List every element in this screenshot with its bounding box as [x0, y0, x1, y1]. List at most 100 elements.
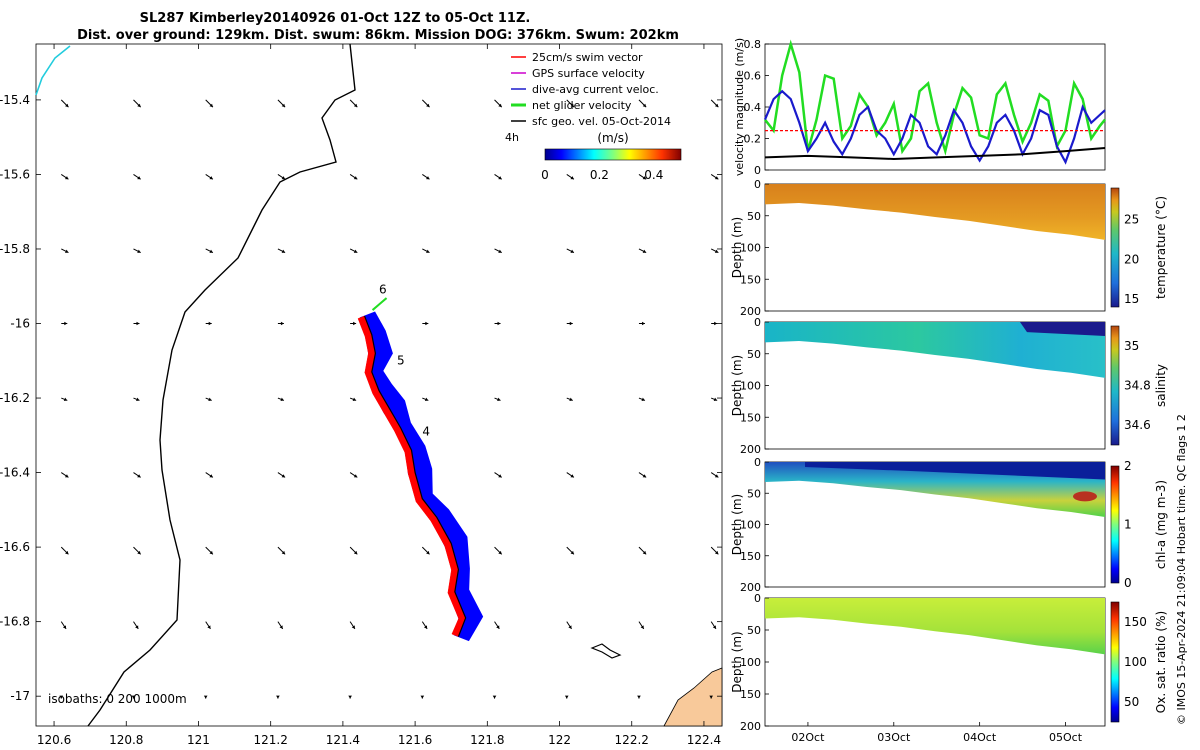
geo-vector-head — [640, 625, 644, 629]
map-x-tick-label: 121.8 — [470, 733, 504, 747]
isobath-label: isobaths: 0 200 1000m — [48, 692, 187, 706]
geo-vector-head — [135, 625, 139, 629]
geo-vector-head — [498, 474, 502, 478]
map-x-tick-label: 121.6 — [398, 733, 432, 747]
geo-vector-head — [209, 176, 213, 180]
island-path — [590, 643, 622, 659]
geo-vector-head — [65, 550, 69, 555]
section-data-area — [765, 598, 1105, 655]
map-y-tick-label: -16 — [10, 317, 30, 331]
geo-vector-head — [496, 625, 500, 629]
geo-vector-head — [353, 176, 358, 180]
velocity-y-tick-label: 0.4 — [744, 101, 762, 114]
day-labels: 6 5 4 — [379, 283, 430, 439]
map-colorbar-bar — [544, 148, 682, 161]
section-y-tick-label: 0 — [754, 592, 761, 605]
geo-vector-head — [641, 397, 645, 402]
velocity-series-line — [764, 146, 1106, 160]
geo-vector-head — [714, 103, 719, 108]
section-x-tick-label: 05Oct — [1049, 731, 1083, 744]
section-colorbar-label: Ox. sat. ratio (%) — [1154, 611, 1168, 713]
section-colorbar-tick-label: 100 — [1124, 655, 1147, 669]
geo-vector-head — [425, 321, 429, 326]
section-colorbar-tick-label: 1 — [1124, 518, 1132, 532]
section-y-tick-label: 0 — [754, 316, 761, 329]
land-areas — [663, 667, 723, 727]
geo-vector-head — [65, 103, 69, 108]
section-y-tick-label: 200 — [740, 581, 761, 594]
geo-vector-head — [497, 321, 501, 326]
chart-title-line1: SL287 Kimberley20140926 01-Oct 12Z to 05… — [140, 11, 531, 26]
geo-vector-head — [426, 550, 430, 555]
section-low-chl-layer — [805, 462, 1105, 480]
section-colorbar — [1110, 465, 1120, 584]
geo-vector-head — [137, 474, 141, 478]
section-y-tick-label: 150 — [740, 273, 761, 286]
geo-vector-head — [568, 625, 572, 629]
coastline-path — [87, 43, 356, 727]
section-colorbar-tick-label: 35 — [1124, 339, 1139, 353]
geo-vector-head — [209, 474, 213, 478]
section-data-area — [765, 322, 1105, 378]
geo-vector-head — [569, 321, 573, 326]
geo-vector-head — [492, 695, 497, 699]
coastline-cyan-path — [35, 45, 71, 96]
map-x-tick-label: 120.8 — [109, 733, 143, 747]
section-y-label: Depth (m) — [730, 355, 744, 416]
geo-vector-head — [423, 625, 428, 629]
glider-track — [357, 297, 484, 642]
geo-vector-head — [137, 550, 141, 555]
section-colorbar-tick-label: 150 — [1124, 615, 1147, 629]
map-colorbar-tick-label: 0.2 — [590, 168, 609, 182]
section-colorbar — [1110, 187, 1120, 308]
map-y-tick-label: -16.6 — [0, 540, 30, 554]
velocity-y-tick-label: 0.2 — [744, 133, 762, 146]
geo-vector-head — [280, 397, 284, 402]
geo-vector-head — [281, 249, 286, 253]
legend-label: 25cm/s swim vector — [532, 51, 643, 64]
coastline — [35, 43, 622, 727]
geo-vector-head — [570, 550, 574, 555]
geo-vector-head — [137, 249, 141, 253]
map-colorbar-label: (m/s) — [597, 131, 628, 145]
velocity-series-line — [763, 89, 1106, 165]
section-colorbar-label: chl-a (mg m-3) — [1154, 480, 1168, 569]
geo-vector-head — [64, 176, 69, 180]
section-y-tick-label: 100 — [740, 519, 761, 532]
day-label: 6 — [379, 283, 387, 297]
section-colorbar-tick-label: 0 — [1124, 576, 1132, 590]
section-y-label: Depth (m) — [730, 494, 744, 555]
section-y-tick-label: 150 — [740, 688, 761, 701]
geo-vector-head — [714, 249, 719, 253]
legend-label: sfc geo. vel. 05-Oct-2014 — [532, 115, 671, 128]
geo-vector-head — [137, 103, 141, 108]
geo-vector-head — [64, 249, 69, 253]
section-y-tick-label: 50 — [747, 210, 761, 223]
geo-vector-head — [64, 474, 69, 478]
section-colorbar-tick-label: 15 — [1124, 292, 1139, 306]
map-y-tick-label: -16.2 — [0, 391, 30, 405]
velocity-y-tick-label: 0.8 — [744, 38, 762, 51]
map-x-tick-label: 122 — [548, 733, 571, 747]
geo-vector-head — [207, 625, 211, 629]
section-colorbar-label: salinity — [1154, 364, 1168, 407]
geo-vector-head — [641, 321, 645, 326]
geo-vector-head — [713, 397, 718, 402]
map-y-tick-label: -17 — [10, 689, 30, 703]
section-fresh-layer — [1020, 322, 1105, 336]
geo-vector-head — [136, 397, 140, 402]
geo-vector-head — [714, 474, 719, 478]
section-y-tick-label: 200 — [740, 305, 761, 318]
legend-label: GPS surface velocity — [532, 67, 645, 80]
geo-vector-head — [353, 474, 358, 478]
geo-vector-head — [498, 176, 502, 180]
geo-vector-head — [570, 103, 574, 108]
geo-vector-head — [570, 249, 574, 253]
section-y-tick-label: 100 — [740, 242, 761, 255]
geo-vector-head — [281, 474, 286, 478]
map-ticks: 120.6 120.8 121 121.2 121.4 121.6 121.8 122 122.… — [0, 44, 722, 747]
section-y-tick-label: 50 — [747, 348, 761, 361]
map-x-tick-label: 120.6 — [37, 733, 71, 747]
geo-vector-head — [642, 249, 647, 253]
